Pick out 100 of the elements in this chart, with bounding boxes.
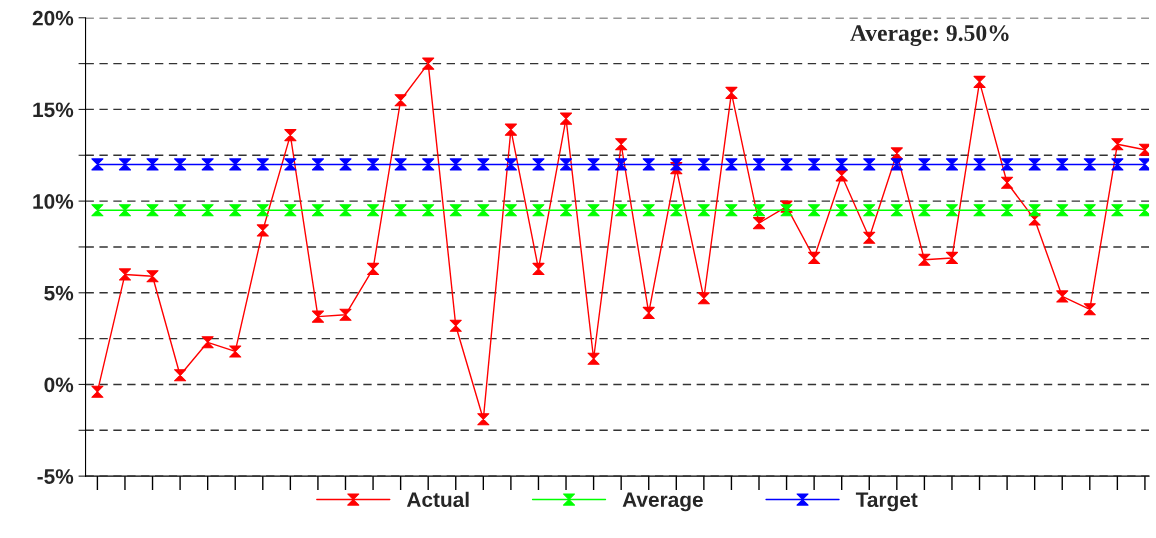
point	[504, 158, 517, 171]
point	[1028, 213, 1041, 226]
point	[780, 200, 793, 213]
point	[366, 158, 380, 171]
point	[973, 158, 986, 171]
point	[256, 204, 269, 217]
point	[1001, 204, 1014, 217]
point	[973, 75, 986, 88]
point	[587, 204, 600, 217]
point	[642, 204, 655, 217]
point	[477, 413, 490, 426]
point	[945, 251, 959, 265]
point	[890, 147, 903, 160]
y-tick-label: 5%	[44, 285, 74, 301]
point	[863, 158, 876, 171]
point	[1028, 204, 1041, 217]
point	[1001, 158, 1014, 171]
point	[532, 262, 545, 276]
legend-label: Target	[855, 492, 918, 512]
point	[504, 204, 517, 217]
point	[587, 352, 600, 365]
point	[1056, 290, 1069, 303]
point	[1138, 143, 1150, 156]
point	[1083, 303, 1096, 316]
point	[670, 204, 683, 217]
point	[339, 204, 352, 217]
point	[559, 204, 573, 217]
point	[91, 385, 104, 398]
point	[808, 204, 821, 217]
y-tick-label: 15%	[33, 102, 74, 118]
point	[256, 224, 269, 237]
point	[394, 94, 407, 107]
point	[1083, 158, 1096, 171]
point	[725, 204, 738, 217]
point	[918, 204, 931, 217]
point	[477, 158, 490, 171]
point	[229, 345, 242, 358]
point	[1001, 176, 1014, 189]
point	[118, 268, 132, 281]
point	[670, 158, 683, 171]
point	[725, 86, 738, 99]
point	[284, 204, 297, 217]
point	[1111, 158, 1124, 171]
point	[311, 158, 325, 171]
point	[284, 129, 297, 142]
point	[863, 231, 876, 244]
point	[615, 158, 628, 171]
point	[697, 158, 710, 171]
point	[174, 204, 187, 217]
point	[835, 158, 848, 171]
point	[174, 369, 187, 382]
point	[532, 158, 545, 171]
point	[697, 204, 710, 217]
point	[201, 336, 214, 349]
point	[118, 158, 132, 171]
legend-label: Actual	[406, 491, 469, 508]
y-tick-label: -5%	[37, 469, 74, 484]
point	[174, 158, 187, 171]
point	[449, 158, 462, 171]
point	[256, 158, 269, 171]
point	[835, 204, 848, 217]
point	[780, 158, 793, 171]
point	[1083, 204, 1096, 217]
point	[201, 204, 214, 217]
point	[1111, 204, 1124, 217]
point	[366, 262, 380, 276]
point	[1138, 158, 1150, 171]
point	[311, 310, 325, 323]
y-tick-label: 0%	[44, 377, 74, 393]
point	[808, 158, 821, 171]
point	[339, 158, 352, 171]
point	[1111, 138, 1124, 151]
point	[146, 270, 159, 283]
point	[752, 217, 766, 230]
point	[642, 158, 655, 171]
point	[118, 204, 132, 217]
point	[504, 123, 517, 136]
point	[311, 204, 325, 217]
point	[808, 251, 821, 265]
point	[615, 138, 628, 151]
point	[973, 204, 986, 217]
point	[394, 158, 407, 171]
point	[1056, 204, 1069, 217]
annotation: Average: 9.50%	[850, 25, 1009, 47]
point	[91, 204, 104, 217]
point	[284, 158, 297, 171]
point	[146, 158, 159, 171]
legend-label: Average	[622, 492, 703, 512]
point	[91, 158, 104, 171]
point	[1028, 158, 1041, 171]
point	[229, 204, 242, 217]
point	[945, 204, 959, 217]
y-tick-label: 10%	[33, 194, 74, 209]
point	[752, 204, 766, 217]
point	[725, 158, 738, 171]
point	[422, 204, 435, 217]
point	[945, 158, 959, 171]
point	[366, 204, 380, 217]
point	[559, 112, 573, 125]
point	[146, 204, 159, 217]
